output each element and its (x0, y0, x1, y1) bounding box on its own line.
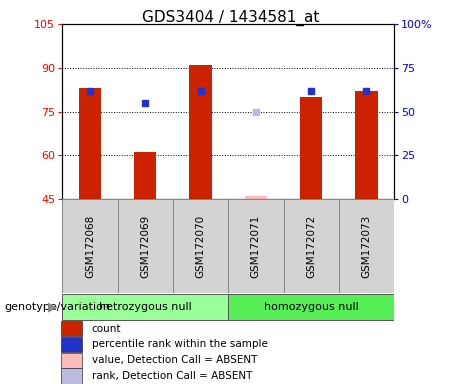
Bar (173, 199, 228, 293)
Bar (61, 337, 82, 352)
Text: hetrozygous null: hetrozygous null (99, 302, 192, 312)
Bar (134, 152, 156, 199)
Text: rank, Detection Call = ABSENT: rank, Detection Call = ABSENT (92, 371, 252, 381)
Bar (61, 321, 82, 336)
Bar (61, 369, 82, 384)
Bar (118, 199, 173, 293)
Text: GSM172071: GSM172071 (251, 214, 261, 278)
Text: percentile rank within the sample: percentile rank within the sample (92, 339, 268, 349)
Text: GSM172072: GSM172072 (306, 214, 316, 278)
Text: ▶: ▶ (48, 300, 58, 313)
Bar (79, 88, 101, 199)
Bar (62, 199, 118, 293)
Text: GSM172068: GSM172068 (85, 214, 95, 278)
Bar (189, 65, 212, 199)
Text: GDS3404 / 1434581_at: GDS3404 / 1434581_at (142, 10, 319, 26)
Text: count: count (92, 324, 121, 334)
Bar (355, 91, 378, 199)
Bar (245, 196, 267, 199)
Text: genotype/variation: genotype/variation (5, 302, 111, 312)
Bar (300, 97, 322, 199)
Bar (228, 199, 284, 293)
Bar (284, 199, 339, 293)
Text: value, Detection Call = ABSENT: value, Detection Call = ABSENT (92, 355, 257, 365)
Text: GSM172073: GSM172073 (361, 214, 372, 278)
Bar (62, 293, 228, 320)
Text: homozygous null: homozygous null (264, 302, 359, 312)
Bar (61, 353, 82, 368)
Text: GSM172070: GSM172070 (195, 214, 206, 278)
Text: GSM172069: GSM172069 (140, 214, 150, 278)
Bar (339, 199, 394, 293)
Bar (228, 293, 394, 320)
